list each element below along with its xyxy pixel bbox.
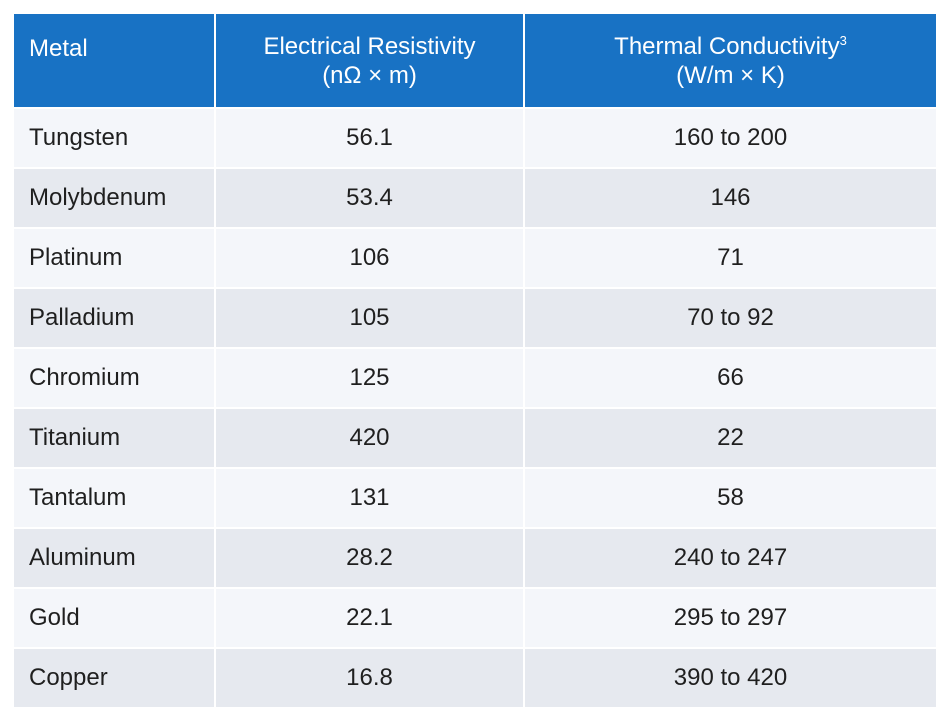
metal-properties-table-container: Metal Electrical Resistivity (nΩ × m) Th… [14, 14, 936, 707]
cell-metal: Tungsten [14, 107, 215, 168]
cell-metal: Gold [14, 587, 215, 648]
cell-metal: Palladium [14, 287, 215, 348]
header-conductivity-footnote: 3 [839, 32, 847, 48]
cell-metal: Molybdenum [14, 167, 215, 228]
cell-resistivity: 131 [214, 467, 524, 528]
cell-conductivity: 146 [523, 167, 936, 228]
table-row: Tungsten 56.1 160 to 200 [14, 107, 936, 168]
cell-resistivity: 53.4 [214, 167, 524, 228]
table-row: Chromium 125 66 [14, 347, 936, 408]
cell-metal: Tantalum [14, 467, 215, 528]
header-metal: Metal [14, 14, 215, 108]
header-row: Metal Electrical Resistivity (nΩ × m) Th… [14, 14, 936, 108]
table-row: Titanium 420 22 [14, 407, 936, 468]
cell-metal: Titanium [14, 407, 215, 468]
header-metal-label: Metal [29, 35, 88, 62]
cell-resistivity: 105 [214, 287, 524, 348]
header-conductivity-unit: (W/m × K) [676, 61, 785, 89]
table-row: Platinum 106 71 [14, 227, 936, 288]
table-row: Aluminum 28.2 240 to 247 [14, 527, 936, 588]
cell-resistivity: 28.2 [214, 527, 524, 588]
header-resistivity-unit: (nΩ × m) [322, 61, 417, 89]
cell-conductivity: 22 [523, 407, 936, 468]
cell-resistivity: 420 [214, 407, 524, 468]
table-row: Molybdenum 53.4 146 [14, 167, 936, 228]
cell-metal: Aluminum [14, 527, 215, 588]
cell-metal: Chromium [14, 347, 215, 408]
cell-conductivity: 71 [523, 227, 936, 288]
cell-resistivity: 16.8 [214, 647, 524, 707]
table-row: Palladium 105 70 to 92 [14, 287, 936, 348]
table-row: Copper 16.8 390 to 420 [14, 647, 936, 707]
header-resistivity-title: Electrical Resistivity [263, 32, 476, 60]
metal-properties-table: Metal Electrical Resistivity (nΩ × m) Th… [14, 14, 936, 707]
cell-conductivity: 160 to 200 [523, 107, 936, 168]
cell-metal: Platinum [14, 227, 215, 288]
cell-conductivity: 295 to 297 [523, 587, 936, 648]
cell-resistivity: 56.1 [214, 107, 524, 168]
cell-conductivity: 240 to 247 [523, 527, 936, 588]
header-resistivity: Electrical Resistivity (nΩ × m) [214, 14, 524, 108]
table-row: Tantalum 131 58 [14, 467, 936, 528]
table-row: Gold 22.1 295 to 297 [14, 587, 936, 648]
table-body: Tungsten 56.1 160 to 200 Molybdenum 53.4 146 P… [14, 107, 936, 707]
cell-conductivity: 70 to 92 [523, 287, 936, 348]
cell-resistivity: 22.1 [214, 587, 524, 648]
cell-metal: Copper [14, 647, 215, 707]
cell-resistivity: 125 [214, 347, 524, 408]
cell-resistivity: 106 [214, 227, 524, 288]
cell-conductivity: 58 [523, 467, 936, 528]
header-conductivity: Thermal Conductivity3 (W/m × K) [523, 14, 936, 108]
header-conductivity-title: Thermal Conductivity [614, 32, 840, 60]
cell-conductivity: 390 to 420 [523, 647, 936, 707]
table-header: Metal Electrical Resistivity (nΩ × m) Th… [14, 14, 936, 108]
cell-conductivity: 66 [523, 347, 936, 408]
